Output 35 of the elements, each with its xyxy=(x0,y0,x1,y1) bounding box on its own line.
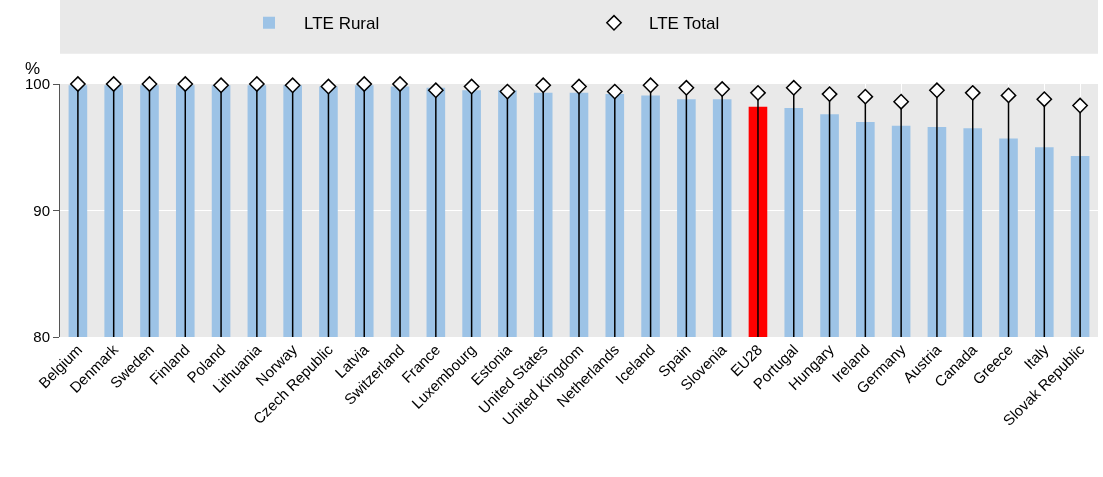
point xyxy=(857,88,874,105)
point xyxy=(1000,87,1017,104)
point xyxy=(750,84,766,101)
point xyxy=(714,81,731,97)
legend-label: LTE Total xyxy=(649,14,720,34)
point xyxy=(427,82,444,99)
point xyxy=(105,76,122,92)
y-tick-label: 90 xyxy=(33,201,50,219)
point xyxy=(463,78,480,95)
point xyxy=(499,83,516,100)
point xyxy=(785,79,802,96)
point xyxy=(320,78,337,95)
y-axis-title: % xyxy=(25,59,41,78)
point xyxy=(1036,91,1053,108)
point xyxy=(1072,97,1088,114)
point xyxy=(606,83,623,100)
point xyxy=(964,84,981,101)
point xyxy=(893,93,910,110)
point xyxy=(141,76,158,92)
point xyxy=(284,77,301,94)
point xyxy=(642,77,659,94)
point xyxy=(70,76,86,92)
point xyxy=(392,76,408,92)
y-tick-label: 100 xyxy=(24,75,50,93)
point xyxy=(177,76,194,92)
point xyxy=(248,76,265,92)
point xyxy=(356,76,373,92)
point xyxy=(535,77,552,94)
y-tick-label: 80 xyxy=(33,328,50,346)
point xyxy=(571,78,587,95)
point xyxy=(821,86,838,103)
point xyxy=(929,82,945,99)
point xyxy=(213,77,229,94)
legend-label: LTE Rural xyxy=(304,14,380,34)
point xyxy=(678,79,695,96)
